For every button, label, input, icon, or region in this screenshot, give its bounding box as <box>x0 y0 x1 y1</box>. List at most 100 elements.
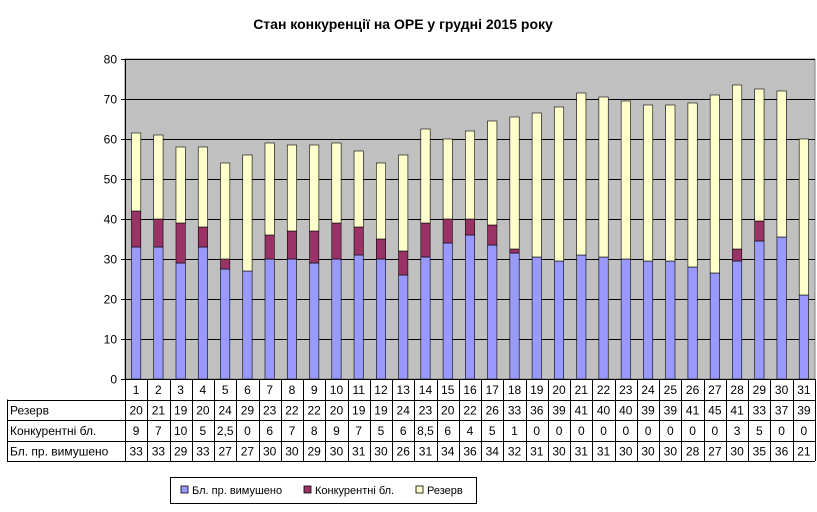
x-tick-label: 13 <box>397 383 411 397</box>
bar-segment <box>509 252 520 380</box>
bar-segment <box>465 218 475 236</box>
data-label: 1 <box>511 424 518 438</box>
x-tick-label: 1 <box>133 383 140 397</box>
bar-segment <box>197 146 208 228</box>
bar-segment <box>732 248 743 262</box>
data-label: 7 <box>355 424 362 438</box>
x-tick-label: 24 <box>641 383 655 397</box>
data-label: 0 <box>689 424 696 438</box>
bar-segment <box>732 260 743 380</box>
legend-label: Конкурентні бл. <box>315 485 394 497</box>
data-label: 30 <box>619 445 633 459</box>
bar-segment <box>197 246 208 380</box>
data-label: 5 <box>489 424 496 438</box>
data-label: 33 <box>508 404 522 418</box>
x-tick-label: 20 <box>552 383 566 397</box>
data-label: 31 <box>575 445 589 459</box>
bar-segment <box>242 270 253 380</box>
data-label: 0 <box>578 424 585 438</box>
bar-segment <box>220 268 231 380</box>
data-label: 26 <box>486 404 500 418</box>
data-label: 41 <box>730 404 744 418</box>
data-label: 23 <box>419 404 433 418</box>
bar-segment <box>643 104 654 262</box>
x-tick-label: 8 <box>289 383 296 397</box>
x-tick-label: 3 <box>177 383 184 397</box>
bar-segment <box>420 128 431 224</box>
bar-segment <box>153 218 164 248</box>
bar-segment <box>487 120 498 226</box>
data-label: 37 <box>775 404 789 418</box>
data-label: 4 <box>467 424 474 438</box>
data-label: 27 <box>241 445 255 459</box>
bar-segment <box>220 162 231 260</box>
data-label: 0 <box>711 424 718 438</box>
data-label: 33 <box>753 404 767 418</box>
data-label: 5 <box>200 424 207 438</box>
data-label: 34 <box>441 445 455 459</box>
bar-segment <box>509 248 520 254</box>
bar-segment <box>776 90 787 238</box>
data-table: 1 2 3 4 5 6 7 8 9 10 11 12 13 14 15 16 17 18 19 20 21 22 23 24 2… <box>7 379 816 462</box>
bar-segment <box>375 238 386 260</box>
bar-segment <box>309 262 320 380</box>
chart-title: Стан конкуренції на ОРЕ у грудні 2015 ро… <box>253 16 553 32</box>
bar-segment <box>620 100 631 260</box>
data-label: 24 <box>397 404 411 418</box>
data-label: 6 <box>266 424 273 438</box>
x-tick-label: 25 <box>664 383 678 397</box>
bar-segment <box>131 246 142 380</box>
legend: Бл. пр. вимушено Конкурентні бл. Резерв <box>170 477 477 504</box>
x-tick-label: 21 <box>575 383 589 397</box>
bar-segment <box>398 250 409 276</box>
data-label: 33 <box>152 445 166 459</box>
data-label: 31 <box>530 445 544 459</box>
table-row-label: Бл. пр. вимушено <box>10 445 109 459</box>
legend-swatch <box>415 485 424 494</box>
data-label: 29 <box>308 445 322 459</box>
data-label: 9 <box>333 424 340 438</box>
bar-segment <box>175 146 186 224</box>
bar-segment <box>420 222 431 258</box>
bar-segment <box>531 256 542 380</box>
x-tick-label: 23 <box>619 383 633 397</box>
bar-segment <box>487 244 498 380</box>
x-tick-label: 27 <box>708 383 722 397</box>
bar-segment <box>687 102 698 268</box>
data-label: 30 <box>330 445 344 459</box>
bar-segment <box>487 224 498 246</box>
data-label: 20 <box>441 404 455 418</box>
legend-swatch <box>180 485 189 494</box>
bar-segment <box>598 256 609 380</box>
y-tick-label: 20 <box>104 293 118 307</box>
data-label: 21 <box>797 445 811 459</box>
bar-segment <box>153 134 164 220</box>
bar-segment <box>309 230 320 264</box>
data-label: 30 <box>374 445 388 459</box>
y-tick-label: 40 <box>104 213 118 227</box>
data-label: 23 <box>263 404 277 418</box>
data-label: 34 <box>486 445 500 459</box>
y-tick-label: 50 <box>104 173 118 187</box>
data-label: 41 <box>575 404 589 418</box>
bar-segment <box>554 260 565 380</box>
bar-segment <box>131 210 142 248</box>
data-label: 6 <box>400 424 407 438</box>
data-label: 20 <box>330 404 344 418</box>
data-label: 28 <box>686 445 700 459</box>
bar-segment <box>375 258 386 380</box>
data-label: 39 <box>552 404 566 418</box>
data-label: 40 <box>597 404 611 418</box>
data-label: 45 <box>708 404 722 418</box>
bar-segment <box>465 130 475 220</box>
x-tick-label: 16 <box>463 383 477 397</box>
bar-segment <box>353 150 364 228</box>
bar-segment <box>264 258 275 380</box>
bar-segment <box>197 226 208 248</box>
bar-segment <box>754 88 765 222</box>
bar-segment <box>754 240 765 380</box>
data-label: 31 <box>597 445 611 459</box>
data-label: 22 <box>308 404 322 418</box>
y-tick-label: 60 <box>104 133 118 147</box>
bar-segment <box>776 236 787 380</box>
